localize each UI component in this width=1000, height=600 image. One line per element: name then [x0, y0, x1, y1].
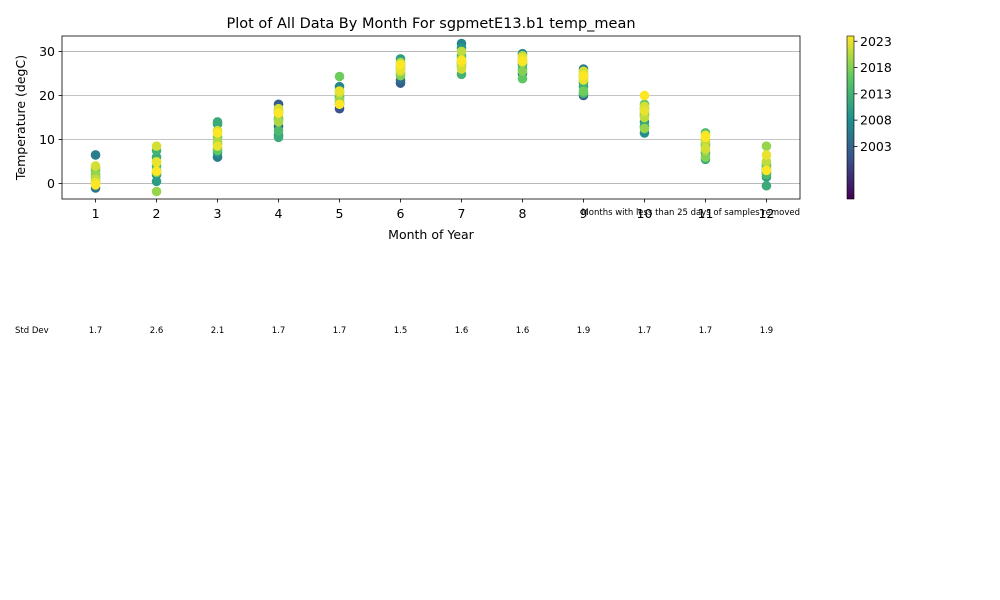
data-point-month-3 — [212, 117, 223, 127]
data-point-month-12 — [761, 150, 772, 160]
data-point-month-4 — [273, 125, 284, 136]
data-point-month-4 — [273, 117, 284, 127]
data-point-month-2 — [151, 157, 162, 168]
data-point-month-1 — [90, 161, 101, 171]
x-axis-label: Month of Year — [388, 227, 474, 242]
data-point-month-10 — [639, 112, 650, 123]
colorbar-tick-label: 2008 — [860, 113, 892, 128]
horizontal-gridlines — [62, 51, 800, 184]
data-point-month-12 — [761, 141, 772, 151]
data-point-month-10 — [639, 106, 650, 116]
y-tick-label: 10 — [39, 132, 55, 147]
x-tick-label: 11 — [698, 206, 714, 221]
data-point-month-4 — [273, 132, 284, 143]
data-point-month-8 — [517, 66, 528, 77]
colorbar-tick-label: 2003 — [860, 139, 892, 154]
data-point-month-6 — [395, 59, 406, 70]
std-dev-value: 1.6 — [455, 326, 469, 336]
data-point-month-2 — [151, 186, 162, 197]
data-point-month-2 — [151, 166, 162, 177]
x-tick-label: 8 — [519, 206, 527, 221]
data-point-month-5 — [334, 71, 345, 82]
std-dev-value: 1.7 — [333, 326, 347, 336]
std-dev-label: Std Dev — [15, 326, 49, 336]
colorbar-tick-label: 2023 — [860, 34, 892, 49]
x-tick-label: 6 — [397, 206, 405, 221]
data-point-month-12 — [761, 165, 772, 176]
colorbar-ticks: 2003 2008 2013 2018 2023 — [854, 34, 892, 154]
data-point-month-4 — [273, 108, 284, 118]
std-dev-value: 1.9 — [760, 326, 774, 336]
std-dev-value: 1.5 — [394, 326, 408, 336]
std-dev-value: 1.9 — [577, 326, 591, 336]
data-point-month-8 — [517, 56, 528, 66]
std-dev-value: 1.7 — [699, 326, 713, 336]
data-point-month-7 — [456, 55, 467, 66]
std-dev-value: 1.7 — [272, 326, 286, 336]
colorbar-tick-label: 2018 — [860, 60, 892, 75]
std-dev-value: 1.6 — [516, 326, 530, 336]
data-point-month-12 — [761, 156, 772, 167]
plot-frame — [61, 35, 801, 200]
data-point-month-10 — [639, 123, 650, 134]
colorbar-tick-label: 2013 — [860, 86, 892, 101]
x-axis-ticks: 1 2 3 4 5 6 7 8 9 10 11 12 — [92, 199, 775, 221]
removed-months-note: Months with less than 25 days of samples… — [581, 208, 800, 218]
x-tick-label: 5 — [336, 206, 344, 221]
data-points — [90, 38, 772, 197]
data-point-month-7 — [456, 64, 467, 74]
std-dev-value: 2.1 — [211, 326, 225, 336]
x-tick-label: 4 — [275, 206, 283, 221]
y-axis-label: Temperature (degC) — [13, 55, 28, 181]
data-point-month-3 — [212, 141, 223, 151]
data-point-month-10 — [639, 90, 650, 101]
y-tick-label: 0 — [47, 176, 55, 191]
y-tick-label: 30 — [39, 44, 55, 59]
x-tick-label: 2 — [153, 206, 161, 221]
y-axis-ticks: 0 10 20 30 — [39, 44, 62, 191]
std-dev-value: 1.7 — [89, 326, 103, 336]
x-tick-label: 12 — [759, 206, 775, 221]
std-dev-values: 1.7 2.6 2.1 1.7 1.7 1.5 1.6 1.6 1.9 1.7 1.7 1.9 — [89, 326, 773, 336]
data-point-month-2 — [151, 176, 162, 187]
std-dev-value: 1.7 — [638, 326, 652, 336]
x-tick-label: 3 — [214, 206, 222, 221]
data-point-month-3 — [212, 128, 223, 138]
data-point-month-9 — [578, 70, 589, 81]
x-tick-label: 1 — [92, 206, 100, 221]
data-point-month-1 — [90, 180, 101, 190]
data-point-month-2 — [151, 141, 162, 151]
chart-title: Plot of All Data By Month For sgpmetE13.… — [226, 16, 635, 32]
data-point-month-5 — [334, 99, 345, 110]
data-point-month-8 — [517, 73, 528, 84]
data-point-month-11 — [700, 132, 711, 143]
x-tick-label: 7 — [458, 206, 466, 221]
x-tick-label: 9 — [580, 206, 588, 221]
data-point-month-12 — [761, 180, 772, 191]
colorbar — [846, 35, 855, 200]
data-point-month-5 — [334, 86, 345, 96]
data-point-month-11 — [700, 152, 711, 162]
data-point-month-11 — [700, 143, 711, 154]
data-point-month-7 — [456, 46, 467, 57]
y-tick-label: 20 — [39, 88, 55, 103]
x-tick-label: 10 — [637, 206, 653, 221]
std-dev-value: 2.6 — [150, 326, 164, 336]
data-point-month-9 — [578, 86, 589, 96]
data-point-month-1 — [90, 150, 101, 160]
